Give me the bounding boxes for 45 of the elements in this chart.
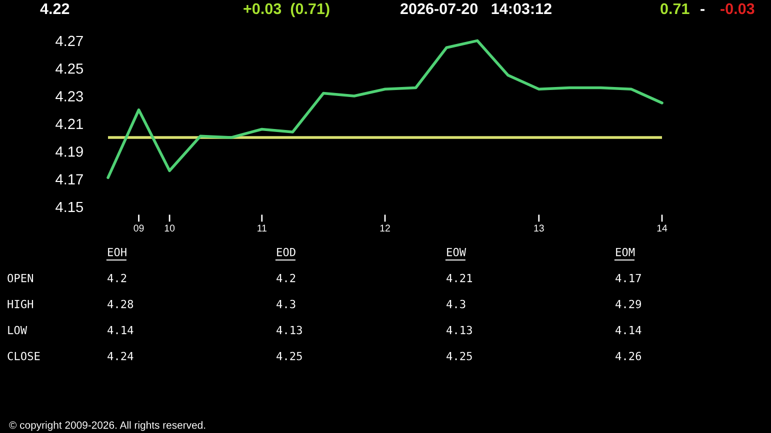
x-tick-label: 11: [258, 224, 266, 232]
text: 4.25: [276, 352, 302, 360]
y-tick-label: 4.23: [56, 91, 83, 102]
category-label: CLOSE: [8, 352, 40, 360]
text: 4.2: [276, 274, 296, 282]
text: 4.14: [108, 326, 134, 334]
text: 4.21: [446, 274, 472, 282]
category-label: LOW: [8, 326, 28, 334]
x-tick-label: 10: [164, 224, 175, 232]
category-label: EOW: [447, 248, 466, 256]
text: 4.13: [276, 326, 302, 334]
text: 4.26: [616, 352, 642, 360]
category-label: OPEN: [8, 274, 34, 282]
x-tick-label: 09: [134, 224, 144, 232]
text: 4.28: [108, 300, 134, 308]
text: +0.03 (0.71): [244, 2, 330, 18]
y-tick-label: 4.27: [56, 36, 83, 46]
y-tick-label: 4.17: [56, 174, 83, 184]
text: 4.2: [108, 274, 126, 282]
x-tick-label: 14: [657, 224, 668, 232]
text: © copyright 2009-2026. All rights reserved.: [9, 421, 206, 431]
text: 4.3: [276, 300, 296, 308]
y-tick-label: 4.19: [56, 146, 83, 157]
category-label: EOD: [277, 248, 296, 256]
text: 4.24: [108, 352, 134, 360]
x-tick-label: 13: [534, 224, 544, 232]
text: -0.03: [720, 3, 754, 14]
text: 4.29: [616, 300, 642, 308]
text: 2026-07-20 14:03:12: [400, 3, 552, 14]
category-label: EOM: [616, 248, 635, 256]
text: 4.3: [446, 300, 466, 308]
text: -: [700, 9, 704, 11]
text: 4.25: [446, 352, 472, 360]
y-tick-label: 4.25: [56, 63, 83, 74]
x-tick-label: 12: [380, 224, 390, 232]
category-label: EOH: [108, 248, 126, 256]
line-series: [106, 39, 664, 180]
y-tick-label: 4.15: [56, 202, 83, 212]
text: 4.22: [40, 3, 70, 14]
text: 4.13: [446, 326, 472, 334]
text: 0.71: [660, 3, 690, 14]
y-tick-label: 4.21: [56, 118, 83, 129]
text: 4.17: [616, 274, 641, 282]
category-label: HIGH: [8, 300, 34, 308]
text: 4.14: [616, 326, 642, 334]
